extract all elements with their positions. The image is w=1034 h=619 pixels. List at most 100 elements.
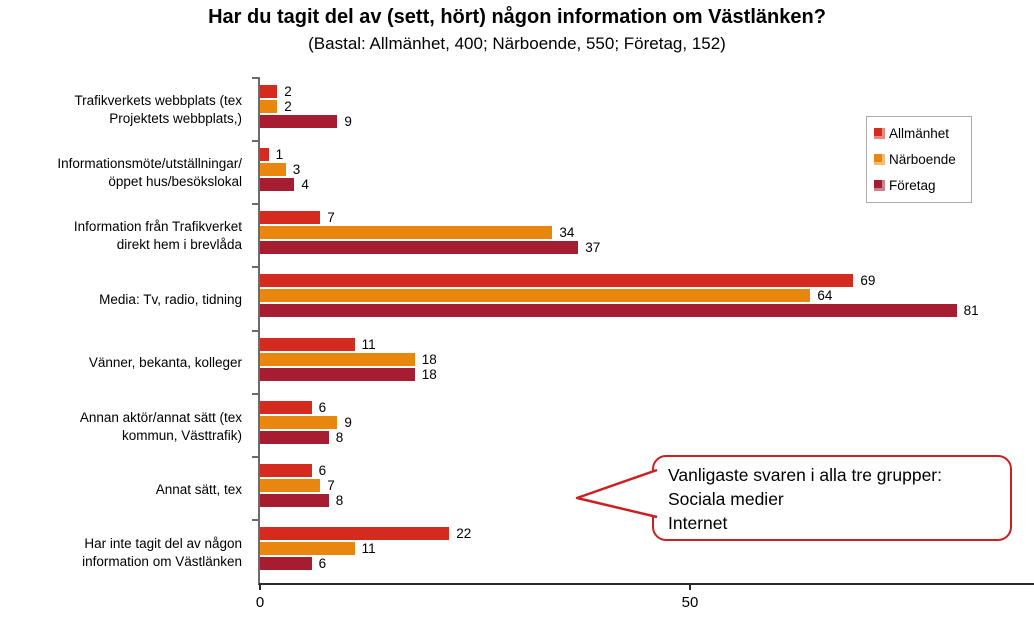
bar-företag — [260, 178, 295, 192]
y-axis-tick — [252, 518, 260, 521]
callout-line-2: Sociala medier — [668, 489, 784, 509]
legend-swatch — [874, 154, 885, 165]
category-label: Media: Tv, radio, tidning — [0, 268, 250, 331]
y-axis-tick — [252, 203, 260, 206]
bar-närboende — [260, 415, 338, 429]
bar-value-label: 6 — [318, 462, 327, 478]
callout-tail — [575, 468, 658, 519]
bar-row: 6 — [260, 555, 1034, 571]
bar-allmänhet — [260, 526, 450, 540]
bar-företag — [260, 493, 329, 507]
bar-allmänhet — [260, 148, 269, 162]
bar-value-label: 18 — [421, 366, 437, 382]
legend-item-närboende: Närboende — [874, 152, 964, 167]
bar-allmänhet — [260, 463, 312, 477]
bar-value-label: 2 — [284, 99, 292, 114]
y-axis-tick — [252, 77, 260, 79]
bar-value-label: 7 — [327, 477, 335, 493]
y-axis-tick — [252, 392, 260, 395]
category-label-text: Information från Trafikverket direkt hem … — [73, 219, 242, 253]
x-axis-tick — [259, 583, 261, 590]
category-label-text: Annat sätt, tex — [155, 481, 242, 497]
y-axis-tick — [252, 329, 260, 332]
bar-value-label: 6 — [318, 555, 327, 571]
bar-allmänhet — [260, 85, 278, 98]
bar-row: 8 — [260, 429, 1034, 445]
bar-företag — [260, 367, 415, 381]
legend-item-företag: Företag — [874, 178, 964, 193]
bar-row: 18 — [260, 351, 1034, 367]
x-axis-label: 0 — [255, 594, 265, 611]
bar-row: 34 — [260, 225, 1034, 241]
callout-line-1: Vanligaste svaren i alla tre grupper: — [668, 465, 942, 485]
category-label: Informationsmöte/utställningar/öppet hus… — [0, 141, 250, 204]
x-axis-tick — [689, 583, 691, 590]
bar-närboende — [260, 289, 811, 303]
bar-value-label: 8 — [335, 429, 344, 445]
legend-label: Företag — [889, 178, 936, 193]
bar-row: 6 — [260, 400, 1034, 415]
bar-närboende — [260, 163, 286, 177]
bar-row: 18 — [260, 366, 1034, 382]
category-label-text: Vänner, bekanta, kolleger — [88, 355, 242, 371]
bar-row: 11 — [260, 337, 1034, 352]
legend-swatch — [874, 128, 885, 139]
x-axis-label: 50 — [681, 594, 699, 611]
bar-row: 2 — [260, 99, 1034, 114]
bar-row: 81 — [260, 303, 1034, 319]
bar-företag — [260, 430, 329, 444]
bar-row: 3 — [260, 162, 1034, 178]
bar-value-label: 81 — [963, 303, 979, 319]
legend: Allmänhet Närboende Företag — [866, 116, 972, 203]
bar-närboende — [260, 226, 553, 240]
bar-value-label: 9 — [344, 114, 352, 129]
bar-value-label: 7 — [327, 210, 335, 226]
bar-value-label: 11 — [361, 540, 376, 556]
plot-area: 2 2 9 1 3 4 7 34 37 69 64 81 11 18 18 6 9 8 6 7 8 22 11 6 0 50 — [252, 77, 1034, 611]
category-label-text: Media: Tv, radio, tidning — [99, 291, 242, 307]
bar-allmänhet — [260, 337, 355, 351]
category-label-text: Har inte tagit del av någon information o… — [82, 536, 242, 570]
category-label: Annat sätt, tex — [0, 458, 250, 521]
category-labels: Trafikverkets webbplats (tex Projektets w… — [0, 78, 250, 585]
y-axis-tick — [252, 140, 260, 143]
bar-row: 7 — [260, 477, 1034, 493]
bar-row: 37 — [260, 240, 1034, 255]
bar-row: 8 — [260, 492, 1034, 508]
legend-swatch — [874, 180, 885, 191]
category-label-text: Annan aktör/annat sätt (tex kommun, Västt… — [79, 409, 242, 443]
bar-value-label: 34 — [559, 225, 575, 241]
category-label-text: Informationsmöte/utställningar/öppet hus… — [57, 156, 242, 190]
callout-line-3: Internet — [668, 513, 728, 533]
legend-label: Allmänhet — [889, 126, 950, 141]
bar-row: 2 — [260, 84, 1034, 99]
bar-row: 69 — [260, 273, 1034, 288]
bar-företag — [260, 556, 312, 570]
bar-företag — [260, 241, 579, 255]
y-axis-tick — [252, 455, 260, 458]
bar-value-label: 1 — [275, 147, 284, 163]
bar-row: 64 — [260, 288, 1034, 304]
bar-row: 9 — [260, 114, 1034, 129]
bar-value-label: 64 — [817, 288, 833, 304]
category-label: Annan aktör/annat sätt (tex kommun, Västt… — [0, 395, 250, 458]
bar-value-label: 9 — [344, 414, 352, 430]
bar-value-label: 18 — [421, 351, 437, 367]
bar-närboende — [260, 478, 321, 492]
bar-value-label: 4 — [301, 177, 309, 193]
category-label: Information från Trafikverket direkt hem … — [0, 205, 250, 268]
bar-närboende — [260, 352, 415, 366]
bar-row: 9 — [260, 414, 1034, 430]
bar-value-label: 3 — [292, 162, 301, 178]
bar-value-label: 8 — [335, 492, 344, 508]
bar-företag — [260, 115, 338, 128]
bar-row: 6 — [260, 462, 1034, 478]
chart-subtitle: (Bastal: Allmänhet, 400; Närboende, 550;… — [308, 34, 726, 53]
category-label-text: Trafikverkets webbplats (tex Projektets w… — [74, 92, 242, 126]
bar-row: 7 — [260, 210, 1034, 226]
category-label: Vänner, bekanta, kolleger — [0, 332, 250, 395]
bar-allmänhet — [260, 211, 321, 225]
bar-row: 1 — [260, 147, 1034, 163]
callout-bubble: Vanligaste svaren i alla tre grupper: So… — [575, 455, 1012, 541]
category-label: Har inte tagit del av någon information o… — [0, 522, 250, 585]
